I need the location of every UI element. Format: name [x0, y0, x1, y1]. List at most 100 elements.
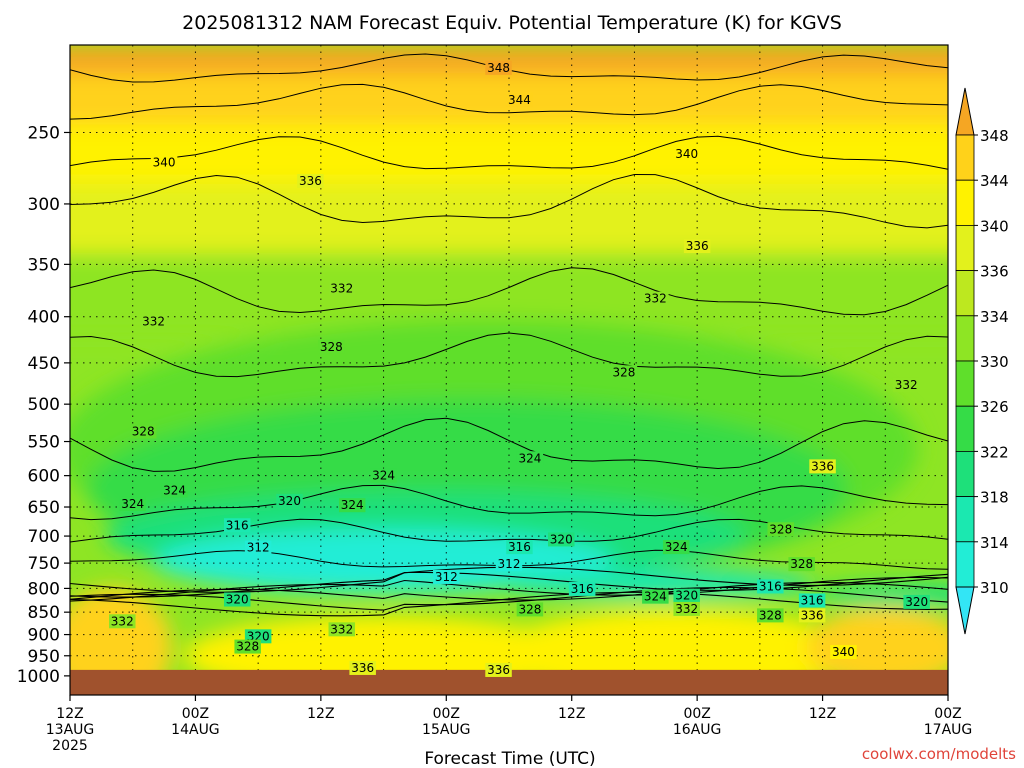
contour-336	[70, 173, 948, 229]
contour-label-bg	[673, 146, 700, 161]
colorbar-label: 322	[980, 443, 1009, 461]
colorbar-segment	[955, 224, 975, 271]
contour-label-bg	[798, 608, 826, 623]
y-tick-label: 350	[28, 255, 60, 275]
y-tick-label: 300	[28, 195, 60, 215]
colorbar-segment	[955, 270, 975, 317]
field-boundary-west	[70, 587, 172, 695]
x-tick-label: 12Z	[809, 706, 836, 722]
x-axis-label: Forecast Time (UTC)	[424, 749, 595, 768]
y-tick-label: 750	[28, 554, 60, 574]
contour-label: 332	[330, 281, 353, 295]
colorbar-segment	[955, 360, 975, 407]
colorbar-label: 344	[980, 172, 1009, 190]
contour-label: 320	[905, 595, 928, 609]
colorbar-bottom-arrow	[955, 586, 975, 635]
colorbar-segment	[955, 450, 975, 497]
contour-label-bg	[830, 645, 857, 660]
contour-label-bg	[642, 589, 669, 604]
contour-label-bg	[370, 468, 397, 483]
x-tick-label: 16AUG	[673, 722, 722, 738]
x-tick-label: 12Z	[307, 706, 334, 722]
contour-label-bg	[276, 493, 303, 508]
contour-label: 312	[435, 570, 458, 584]
x-tick-label: 2025	[52, 738, 88, 754]
contour-label-bg	[328, 281, 356, 296]
contour-label: 332	[675, 602, 698, 616]
contour-label: 328	[613, 365, 636, 379]
contour-label: 328	[790, 557, 813, 571]
contour-inversion-4	[70, 586, 948, 611]
contour-label-bg	[610, 365, 638, 380]
credit-text: coolwx.com/modelts	[862, 745, 1016, 763]
contour-label-bg	[433, 569, 460, 584]
contour-label-bg	[485, 662, 512, 677]
colorbar-segment	[955, 541, 975, 588]
contour-label-bg	[297, 174, 324, 189]
contour-label-bg	[318, 339, 345, 354]
contour-label: 324	[644, 590, 667, 604]
contour-label-bg	[673, 588, 700, 603]
contour-label-bg	[757, 608, 784, 623]
x-tick-label: 12Z	[56, 706, 83, 722]
contour-label: 336	[801, 608, 824, 622]
contour-label-bg	[161, 483, 188, 498]
contour-label-bg	[798, 593, 826, 608]
contour-label: 336	[811, 459, 834, 473]
contour-label-bg	[683, 239, 711, 254]
contour-label-bg	[129, 424, 157, 439]
contour-label-bg	[109, 614, 136, 629]
contour-label: 332	[330, 622, 353, 636]
contour-label: 336	[299, 174, 322, 188]
contour-label-bg	[328, 622, 356, 637]
contour-label: 332	[644, 292, 667, 306]
colorbar-label: 334	[980, 308, 1009, 326]
y-axis: 250 300 350 400 450 500 550 600 650 700 750 800 850 9…	[17, 123, 70, 687]
contour-label: 348	[487, 61, 510, 75]
colorbar-segment	[955, 315, 975, 362]
y-tick-label: 400	[28, 308, 60, 328]
contour-label-bg	[495, 557, 523, 572]
contour-label-bg	[349, 660, 376, 675]
contour-label: 312	[247, 541, 270, 555]
colorbar-label: 336	[980, 263, 1009, 281]
y-tick-label: 650	[28, 498, 60, 518]
x-tick-label: 12Z	[558, 706, 585, 722]
contour-label: 320	[278, 494, 301, 508]
contour-label-bg	[338, 498, 366, 513]
contour-label: 324	[341, 498, 364, 512]
colorbar-segment	[955, 179, 975, 226]
contour-label: 316	[801, 593, 824, 607]
y-tick-label: 600	[28, 467, 60, 487]
contour-inversion-1	[70, 571, 948, 598]
contour-label: 328	[518, 602, 541, 616]
contour-label-bg	[506, 92, 533, 107]
contour-label: 328	[236, 640, 259, 654]
contour-label-bg	[642, 291, 669, 306]
contour-label: 328	[320, 340, 343, 354]
contour-label: 344	[508, 93, 531, 107]
contour-340	[70, 135, 948, 170]
y-tick-label: 900	[28, 626, 60, 646]
contour-label: 316	[226, 518, 249, 532]
contour-label-bg	[767, 522, 795, 537]
contour-label-bg	[140, 314, 167, 329]
contour-label-bg	[223, 592, 251, 607]
contour-label-bg	[506, 540, 533, 555]
colorbar-segment	[955, 405, 975, 452]
x-tick-label: 00Z	[182, 706, 209, 722]
contour-label-bg	[119, 496, 146, 511]
plot-area: 348 344 340 336 340 336 332 332 332 332 328 328 328 3…	[70, 45, 948, 695]
y-tick-label: 550	[28, 433, 60, 453]
x-tick-label: 00Z	[433, 706, 460, 722]
contour-label: 316	[571, 582, 594, 596]
contour-328	[70, 332, 948, 378]
contour-label: 316	[759, 579, 782, 593]
colorbar-segment	[955, 496, 975, 543]
y-tick-label: 1000	[17, 667, 60, 687]
x-tick-label: 13AUG	[46, 722, 95, 738]
contour-label: 324	[121, 497, 144, 511]
contour-label-bg	[516, 602, 544, 617]
colorbar-label: 326	[980, 398, 1009, 416]
